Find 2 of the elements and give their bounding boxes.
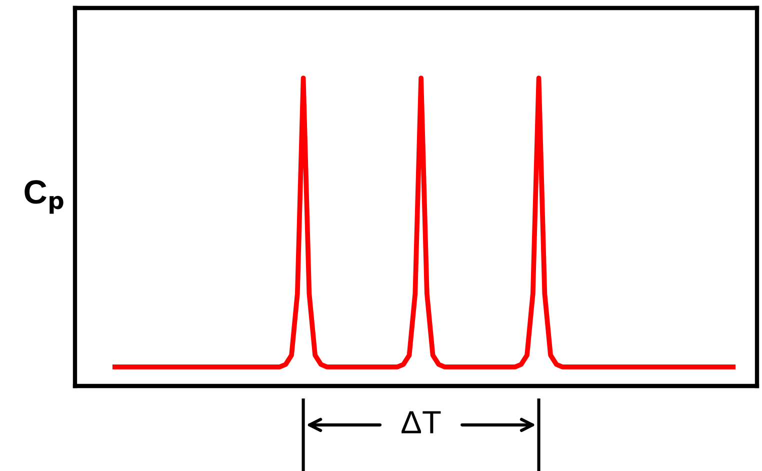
text: ΔT <box>402 411 441 434</box>
y-axis-title: C$_{p}$ <box>24 180 64 214</box>
